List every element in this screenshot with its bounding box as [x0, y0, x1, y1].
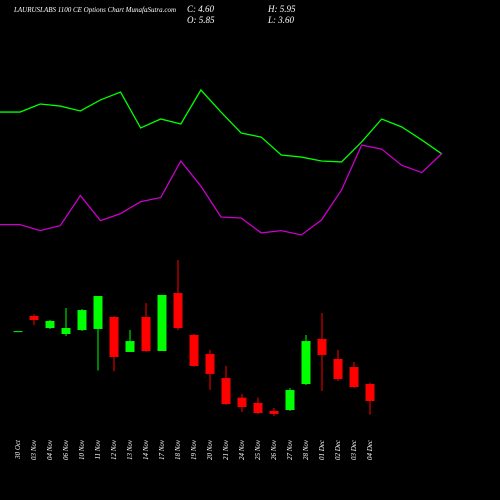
x-tick-label: 20 Nov — [206, 439, 214, 460]
x-tick-label: 03 Nov — [30, 439, 38, 460]
candle-body — [61, 328, 71, 334]
x-tick-label: 01 Dec — [318, 439, 326, 460]
x-tick-label: 17 Nov — [158, 439, 166, 460]
x-tick-label: 25 Nov — [254, 439, 262, 460]
candle-body — [141, 316, 151, 351]
candle-body — [29, 316, 39, 320]
candle-body — [285, 390, 295, 411]
candle-body — [173, 293, 183, 329]
x-tick-label: 14 Nov — [142, 439, 150, 460]
candle-body — [189, 334, 199, 366]
x-tick-label: 26 Nov — [270, 439, 278, 460]
candle-body — [221, 378, 231, 405]
x-tick-label: 04 Dec — [366, 439, 374, 460]
low-text: L: 3.60 — [267, 15, 295, 25]
x-tick-label: 24 Nov — [238, 439, 246, 460]
candle-body — [205, 353, 215, 374]
x-tick-label: 27 Nov — [286, 439, 294, 460]
candle-body — [77, 310, 87, 331]
candle-body — [237, 397, 247, 408]
candle-body — [269, 410, 279, 414]
candle-body — [109, 316, 119, 357]
candle-body — [45, 320, 55, 329]
x-tick-label: 02 Dec — [334, 439, 342, 460]
x-tick-label: 12 Nov — [110, 439, 118, 460]
x-tick-label: 19 Nov — [190, 439, 198, 460]
candle-body — [253, 402, 263, 414]
x-tick-label: 30 Oct — [14, 439, 22, 460]
x-tick-label: 04 Nov — [46, 439, 54, 460]
indicator-line — [0, 144, 443, 236]
close-text: C: 4.60 — [187, 4, 215, 14]
indicator-line — [0, 88, 443, 163]
candle-body — [93, 296, 103, 329]
candle-body — [157, 294, 167, 351]
candle-body — [13, 331, 23, 333]
x-tick-label: 06 Nov — [62, 439, 70, 460]
x-tick-label: 03 Dec — [350, 439, 358, 460]
candle-body — [301, 341, 311, 385]
candle-body — [125, 341, 135, 352]
high-text: H: 5.95 — [267, 4, 296, 14]
x-tick-label: 21 Nov — [222, 439, 230, 460]
x-tick-label: 10 Nov — [78, 439, 86, 460]
x-tick-label: 18 Nov — [174, 439, 182, 460]
x-tick-label: 11 Nov — [94, 439, 102, 459]
chart-title: LAURUSLABS 1100 CE Options Chart MunafaS… — [13, 6, 176, 14]
candle-body — [317, 339, 327, 355]
open-text: O: 5.85 — [187, 15, 215, 25]
x-tick-label: 28 Nov — [302, 439, 310, 460]
candle-body — [365, 384, 375, 402]
x-tick-label: 13 Nov — [126, 439, 134, 460]
candle-body — [333, 359, 343, 380]
candle-body — [349, 367, 359, 388]
